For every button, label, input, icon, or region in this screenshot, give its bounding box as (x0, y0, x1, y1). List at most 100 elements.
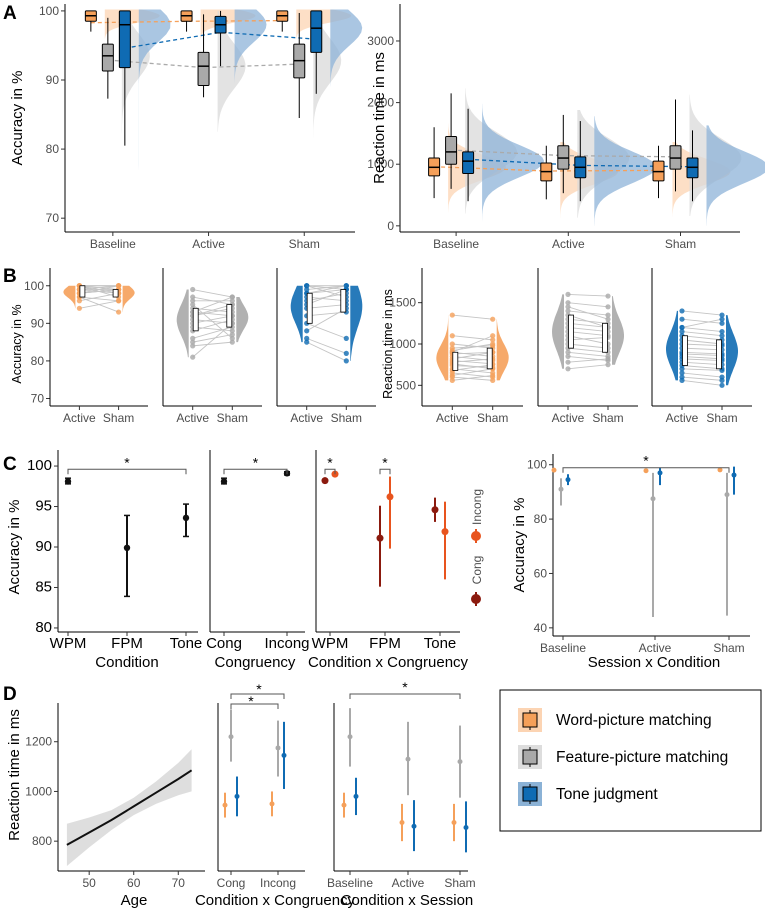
b2-fpm-violin-sham (612, 296, 624, 365)
d3-xtick-label-0: Baseline (327, 876, 373, 890)
c1-xtick-label-2: Tone (170, 635, 203, 652)
b2-wpm-xtick-label-0: Active (436, 411, 469, 425)
a1-ytick-label-2: 90 (46, 73, 60, 87)
b2-tone-pair-line-0 (681, 310, 723, 316)
d2-wpm-1-mean (269, 801, 275, 807)
c4-tone-0-mean (565, 477, 571, 483)
b1-fpm-pair-line-9 (192, 319, 233, 332)
a2-ytick-label-1: 1000 (367, 157, 394, 171)
b2-fpm-point-sham-3 (605, 312, 611, 318)
b2-tone-pair-line-11 (681, 358, 723, 361)
b1-fpm-point-active-2 (190, 298, 196, 304)
b2-tone-point-sham-17 (719, 382, 725, 388)
c2-point-0-mean (220, 478, 228, 485)
b2-wpm-pair-line-7 (452, 355, 493, 361)
d2-fpm-1-mean (275, 745, 281, 751)
b1-wpm-pair-line-11 (79, 285, 119, 294)
b2-wpm-point-active-18 (449, 377, 455, 383)
b2-fpm-pair-line-6 (567, 327, 609, 333)
d2-star-1: * (248, 693, 254, 709)
d2-bracket-1 (230, 703, 279, 709)
b1-wpm-violin-sham (122, 285, 135, 313)
d1-xtick-label-2: 70 (172, 876, 186, 890)
b2-fpm-violin-active (552, 294, 564, 369)
b1-tone-point-sham-4 (343, 283, 349, 289)
b2-tone-pair-line-10 (681, 355, 723, 360)
legend-label-fpm: Feature-picture matching (556, 749, 728, 766)
a1-xtick-label-2: Sham (289, 237, 320, 251)
b1-fpm-violin-active (176, 289, 189, 358)
b1-wpm-minibox-active (79, 285, 86, 298)
b1-fpm-point-active-12 (190, 339, 196, 345)
d2-x-title: Condition x Congruency (195, 892, 356, 909)
b2-wpm-point-active-0 (449, 312, 455, 318)
legend: Word-picture matching Feature-picture ma… (499, 689, 762, 832)
a2-violin-tone-2 (706, 125, 765, 226)
panel-label-b: B (3, 266, 17, 287)
b1-fpm-pair-line-8 (192, 326, 233, 332)
b2-wpm-xtick-label-1: Sham (477, 411, 508, 425)
c1-point-0-mean (64, 478, 72, 485)
b1-tone-minibox-sham (340, 289, 347, 313)
b2-tone-point-active-15 (679, 370, 685, 376)
d2-bracket-0 (230, 693, 285, 699)
panel-label-d: D (3, 684, 17, 705)
c1-ytick-label-4: 100 (27, 457, 52, 474)
b1-fpm-point-active-0 (190, 286, 196, 293)
b2-fpm-pair-line-8 (567, 335, 609, 345)
b1-tone-violin-active (290, 285, 303, 343)
panel-label-a: A (3, 3, 17, 24)
a1-xtick-label-0: Baseline (90, 237, 136, 251)
c3-sig-1-bracket (379, 468, 391, 475)
panel-a: 70 80 90 100 Accuracy in % Baseline Active Sham… (9, 4, 765, 251)
b1-y-title: Accuracy in % (10, 304, 24, 383)
panel-label-c: C (3, 454, 17, 475)
b2-fpm-pair-line-13 (567, 355, 609, 361)
a2-xtick-label-2: Sham (665, 237, 696, 251)
b1-fpm-pair-line-16 (192, 296, 233, 313)
b1-tone-pair-line-10 (306, 322, 347, 339)
b1-tone-pair-line-7 (306, 289, 347, 305)
c3-legend-key-cong (471, 594, 481, 604)
b2-tone-pair-line-13 (681, 365, 723, 370)
c3-legend-key-incong (471, 531, 481, 541)
b2-wpm-point-active-1 (449, 333, 455, 339)
b1-fpm-pair-line-4 (192, 311, 233, 317)
b2-tone-pair-line-2 (681, 327, 723, 333)
b2-y-title: Reaction time in ms (381, 289, 395, 399)
c2-bracket (223, 468, 288, 475)
b1-fpm-pair-line-10 (192, 304, 233, 339)
b2-wpm-point-sham-19 (490, 333, 496, 339)
a1-box-tone-2 (310, 10, 323, 53)
c4-ytick-label-0: 40 (534, 621, 548, 635)
c1-ytick-label-0: 80 (35, 619, 52, 636)
a1-violin-tone-0 (138, 9, 171, 208)
a1-ytick-label-1: 80 (46, 142, 60, 156)
panel-c: 80 85 90 95 100 Accuracy in % WPM FPM Tone Condit… (6, 450, 750, 671)
c3-sig-1-star: * (382, 454, 388, 470)
d1-ytick-label-0: 800 (32, 834, 52, 848)
a1-ytick-label-3: 100 (39, 4, 59, 18)
b1-wpm-point-active-9 (76, 305, 82, 311)
b1-wpm-pair-line-4 (79, 296, 119, 302)
d3-wpm-2-mean (451, 820, 457, 826)
a1-mean-line-tone (124, 31, 317, 49)
b2-wpm-pair-line-17 (452, 376, 493, 381)
b1-wpm-pair-line-2 (79, 285, 119, 290)
b2-wpm-point-sham-0 (490, 316, 496, 322)
c1-xtick-label-0: WPM (50, 635, 87, 652)
b2-fpm-point-active-15 (565, 366, 571, 372)
b1-tone-pair-line-4 (306, 285, 347, 294)
b1-tone-pair-line-14 (306, 285, 347, 298)
a2-xtick-label-0: Baseline (433, 237, 479, 251)
legend-label-wpm: Word-picture matching (556, 712, 712, 729)
c2-xtick-label-0: Cong (206, 635, 242, 652)
c4-wpm-0-mean (551, 467, 557, 473)
b2-fpm-pair-line-0 (567, 293, 609, 297)
b2-tone-pair-line-1 (681, 318, 723, 324)
d2-tone-0-mean (234, 793, 240, 799)
a1-box-fpm-1 (197, 51, 210, 87)
c1-point-2-mean (182, 514, 190, 522)
d3-fpm-1-mean (405, 756, 411, 762)
